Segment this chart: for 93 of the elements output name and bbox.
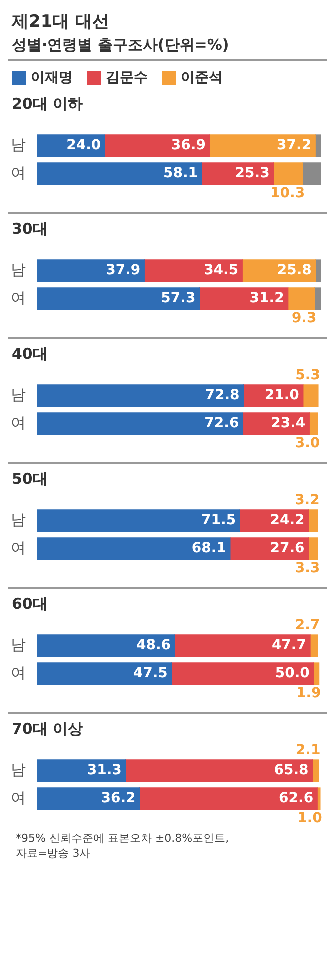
- y-tick-label: 여: [11, 414, 26, 432]
- data-label: 72.6: [204, 416, 240, 432]
- bar: [308, 538, 318, 560]
- text: 제21대 대선: [12, 11, 111, 33]
- bar: [37, 760, 126, 782]
- data-label: 68.1: [192, 540, 226, 557]
- data-label: 23.4: [271, 416, 306, 432]
- bar: [230, 538, 310, 560]
- bar: [37, 538, 231, 560]
- bar: [139, 788, 318, 810]
- data-label: 10.3: [270, 186, 306, 202]
- y-tick-label: 남: [11, 510, 26, 529]
- bar: [144, 260, 243, 282]
- y-tick-label: 남: [11, 760, 26, 779]
- data-label: 36.2: [101, 790, 136, 807]
- bar: [316, 260, 321, 282]
- y-tick-label: 남: [11, 260, 26, 279]
- data-label: 36.9: [171, 138, 206, 154]
- y-tick-label: 남: [11, 386, 26, 404]
- chart-title: 30대: [11, 220, 49, 239]
- bar: [174, 634, 311, 658]
- bar: [37, 288, 200, 310]
- bar: [310, 634, 318, 658]
- bar: [37, 788, 140, 810]
- text: 성별·연령별 출구조사(단위=%): [12, 36, 230, 55]
- data-label: 34.5: [204, 262, 239, 279]
- legend-label: 김문수: [106, 69, 148, 87]
- data-label: 1.9: [296, 686, 322, 702]
- bar: [274, 162, 304, 186]
- data-label: 37.9: [106, 262, 141, 279]
- bar: [312, 760, 320, 782]
- y-tick-label: 남: [11, 636, 26, 654]
- bar: [37, 412, 244, 436]
- bar: [37, 384, 244, 408]
- data-label: 3.2: [295, 492, 320, 509]
- data-label: 47.5: [133, 666, 168, 682]
- bar: [210, 134, 316, 158]
- bar: [199, 288, 289, 310]
- legend-label: 이준석: [181, 69, 223, 87]
- bar: [314, 288, 321, 310]
- data-label: 48.6: [136, 638, 172, 654]
- legend-label: 이재명: [31, 69, 73, 87]
- data-label: 21.0: [264, 388, 300, 404]
- y-tick-label: 여: [11, 538, 26, 557]
- data-label: 72.8: [205, 388, 240, 404]
- text: 자료=방송 3사: [15, 846, 92, 861]
- data-label: 1.0: [298, 810, 323, 827]
- data-label: 62.6: [279, 790, 314, 807]
- chart-title: 70대 이상: [11, 720, 84, 739]
- bar: [126, 760, 314, 782]
- chart-title: 40대: [11, 345, 49, 364]
- data-label: 71.5: [202, 512, 236, 529]
- bar: [308, 510, 318, 532]
- data-label: 31.3: [87, 762, 122, 779]
- data-label: 3.0: [295, 436, 320, 452]
- data-label: 5.3: [296, 368, 320, 384]
- y-tick-label: 여: [11, 164, 26, 182]
- data-label: 2.7: [295, 618, 320, 634]
- bar: [303, 384, 319, 408]
- bar: [314, 662, 320, 686]
- data-label: 37.2: [277, 138, 312, 154]
- chart-title: 50대: [11, 470, 49, 489]
- data-label: 9.3: [292, 310, 317, 327]
- text: *95% 신뢰수준에 표본오차 ±0.8%포인트,: [15, 831, 230, 846]
- chart-title: 60대: [11, 595, 49, 614]
- data-label: 2.1: [296, 742, 321, 759]
- data-label: 57.3: [161, 290, 196, 307]
- data-label: 24.0: [66, 138, 102, 154]
- data-label: 50.0: [275, 666, 310, 682]
- bar: [104, 134, 210, 158]
- bar: [172, 662, 314, 686]
- data-label: 65.8: [274, 762, 309, 779]
- bar: [302, 162, 321, 186]
- y-tick-label: 여: [11, 788, 26, 807]
- data-label: 25.3: [235, 166, 270, 182]
- data-label: 47.7: [272, 638, 306, 654]
- data-label: 25.8: [277, 262, 312, 279]
- y-tick-label: 여: [11, 288, 26, 307]
- data-label: 3.3: [295, 560, 320, 577]
- chart-title: 20대 이하: [11, 95, 84, 114]
- bar: [37, 634, 176, 658]
- y-tick-label: 남: [11, 136, 26, 154]
- bar: [288, 288, 316, 310]
- bar: [37, 162, 202, 186]
- bar: [37, 510, 240, 532]
- data-label: 27.6: [270, 540, 305, 557]
- data-label: 24.2: [270, 512, 305, 529]
- bar: [37, 260, 145, 282]
- bar: [37, 662, 172, 686]
- y-tick-label: 여: [11, 664, 26, 682]
- data-label: 58.1: [163, 166, 198, 182]
- bar: [309, 412, 318, 436]
- data-label: 31.2: [250, 290, 284, 307]
